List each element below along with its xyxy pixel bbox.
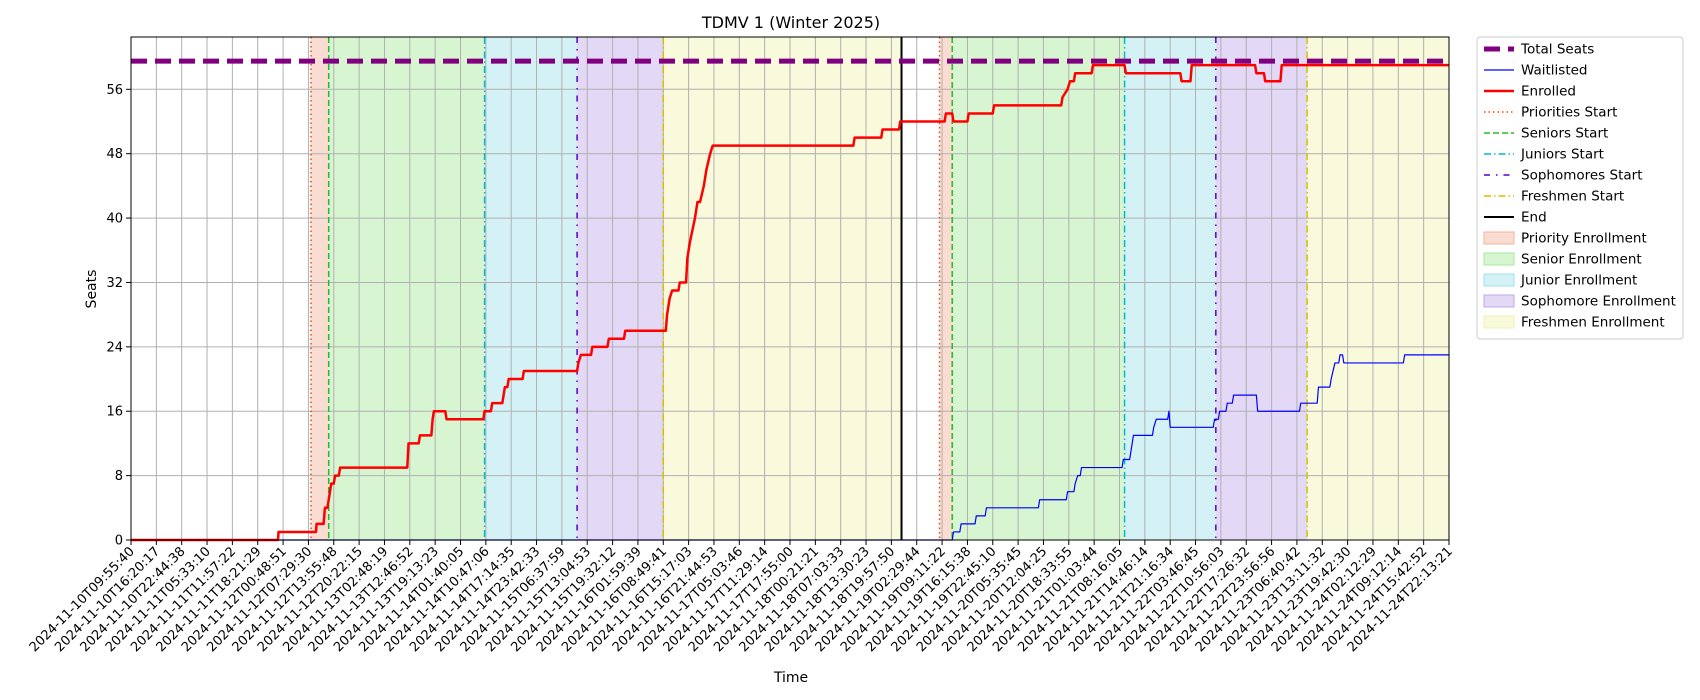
legend-swatch: [1483, 252, 1515, 266]
y-tick-label: 40: [106, 212, 123, 227]
band-freshmen-enrollment: [1307, 37, 1449, 540]
legend-item-priorities-start: Priorities Start: [1484, 105, 1617, 121]
legend-label: Senior Enrollment: [1521, 252, 1642, 268]
legend-label: Junior Enrollment: [1520, 273, 1637, 289]
y-axis-label: Seats: [84, 270, 100, 309]
legend-label: Juniors Start: [1520, 147, 1604, 163]
legend-item-total-seats: Total Seats: [1484, 42, 1594, 58]
legend-label: Sophomores Start: [1521, 168, 1643, 184]
legend-swatch: [1483, 315, 1515, 329]
legend-item-freshmen-enrollment: Freshmen Enrollment: [1483, 315, 1665, 331]
y-tick-label: 0: [115, 534, 123, 549]
legend-item-juniors-start: Juniors Start: [1484, 147, 1604, 163]
legend-label: Enrolled: [1521, 84, 1576, 100]
legend-item-enrolled: Enrolled: [1484, 84, 1576, 100]
y-tick-label: 56: [106, 83, 123, 98]
legend-label: Seniors Start: [1521, 126, 1608, 142]
legend-label: Sophomore Enrollment: [1521, 294, 1676, 310]
legend-label: Priority Enrollment: [1521, 231, 1647, 247]
legend-item-priority-enrollment: Priority Enrollment: [1483, 231, 1647, 247]
legend-item-end: End: [1484, 210, 1547, 226]
series-enrolled: [131, 63, 1449, 542]
legend-label: Waitlisted: [1521, 63, 1588, 79]
legend-swatch: [1483, 231, 1515, 245]
legend-item-waitlisted: Waitlisted: [1484, 63, 1588, 79]
band-sophomore-enrollment: [1215, 37, 1308, 540]
legend-box: [1476, 36, 1684, 340]
legend-item-seniors-start: Seniors Start: [1484, 126, 1608, 142]
band-freshmen-enrollment: [663, 37, 902, 540]
band-sophomore-enrollment: [577, 37, 664, 540]
chart-title: TDMV 1 (Winter 2025): [701, 13, 880, 32]
legend-item-sophomore-enrollment: Sophomore Enrollment: [1483, 294, 1676, 310]
legend-item-freshmen-start: Freshmen Start: [1484, 189, 1624, 205]
y-tick-label: 48: [106, 147, 123, 162]
legend-label: Total Seats: [1520, 42, 1594, 58]
legend-swatch: [1483, 294, 1515, 308]
legend-item-sophomores-start: Sophomores Start: [1484, 168, 1643, 184]
band-junior-enrollment: [484, 37, 578, 540]
legend: Total Seats Waitlisted Enrolled Priorities …: [1476, 36, 1684, 340]
plot-area: 081624324048562024-11-10T09:55:402024-11…: [27, 36, 1456, 655]
y-tick-label: 24: [106, 340, 123, 355]
y-tick-label: 16: [106, 405, 123, 420]
legend-item-senior-enrollment: Senior Enrollment: [1483, 252, 1642, 268]
series-waitlisted: [131, 354, 1449, 541]
band-priority-enrollment: [310, 37, 329, 540]
y-tick-label: 8: [115, 469, 123, 484]
legend-label: Freshmen Enrollment: [1521, 315, 1665, 331]
x-axis-label: Time: [773, 670, 808, 686]
legend-item-junior-enrollment: Junior Enrollment: [1483, 273, 1637, 289]
legend-label: Priorities Start: [1521, 105, 1617, 121]
band-senior-enrollment: [952, 37, 1125, 540]
legend-label: End: [1521, 210, 1547, 226]
legend-label: Freshmen Start: [1521, 189, 1624, 205]
y-tick-label: 32: [106, 276, 123, 291]
legend-swatch: [1483, 273, 1515, 287]
band-priority-enrollment: [939, 37, 953, 540]
